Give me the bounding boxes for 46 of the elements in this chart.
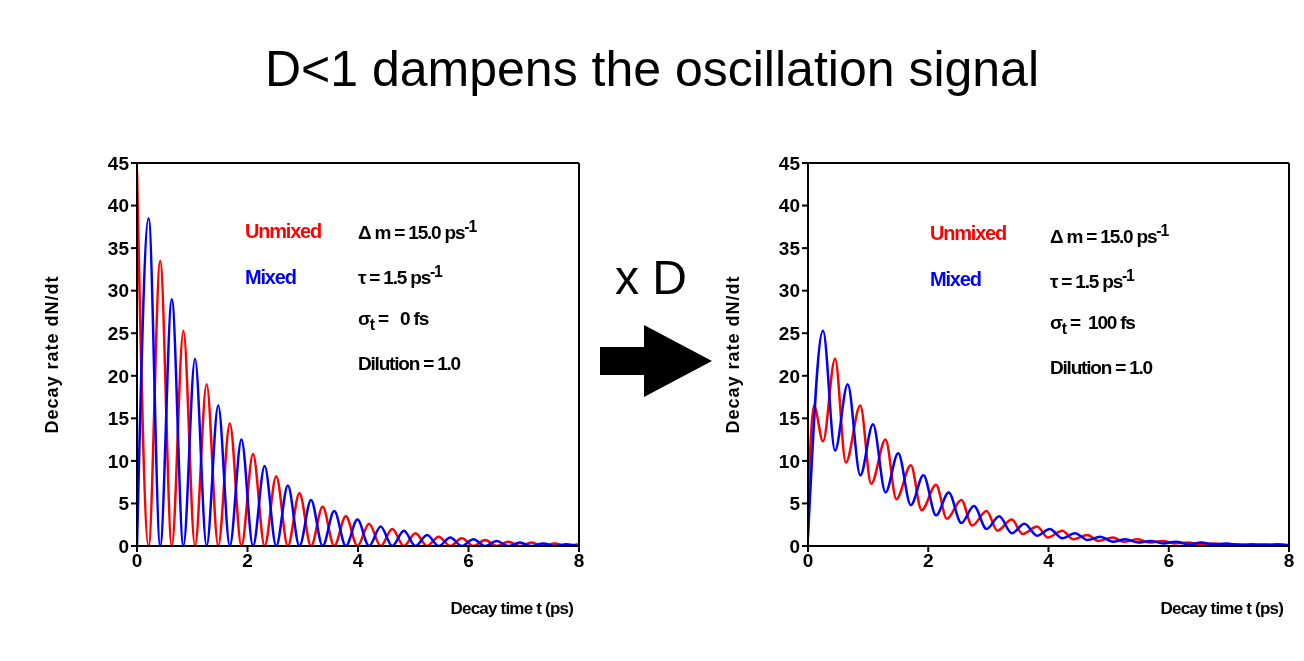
- y-tick-label: 10: [778, 450, 800, 472]
- x-tick-label: 8: [573, 550, 585, 572]
- x-tick-label: 2: [242, 550, 253, 572]
- x-axis-title: Decay time t (ps): [1160, 599, 1284, 618]
- x-axis-title: Decay time t (ps): [450, 599, 574, 618]
- y-tick-label: 30: [107, 280, 129, 302]
- annotation: σ$_{t}$ = 100 fs: [1050, 312, 1136, 339]
- x-tick-label: 6: [463, 550, 474, 572]
- y-tick-label: 5: [789, 493, 801, 515]
- annotation: Δ m = 15.0 ps$^{-1}$: [1050, 222, 1169, 250]
- text: Unmixed: [930, 222, 1007, 246]
- y-tick-label: 0: [118, 535, 129, 557]
- y-tick-label: 40: [778, 195, 800, 217]
- y-tick-label: 45: [778, 152, 801, 174]
- text: Mixed: [245, 266, 297, 290]
- annotation: Dilution = 1.0: [358, 353, 462, 376]
- text: Unmixed: [245, 220, 322, 244]
- y-tick-label: 5: [118, 493, 130, 515]
- y-tick-label: 30: [778, 280, 800, 302]
- x-tick-label: 4: [352, 550, 364, 572]
- y-tick-label: 35: [107, 237, 130, 259]
- y-tick-label: 10: [107, 450, 129, 472]
- y-tick-label: 20: [107, 365, 129, 387]
- y-tick-label: 15: [778, 408, 801, 430]
- y-tick-label: 40: [107, 195, 129, 217]
- y-tick-label: 0: [789, 535, 800, 557]
- y-tick-label: 35: [778, 237, 801, 259]
- annotation: Δ m = 15.0 ps$^{-1}$: [358, 218, 477, 246]
- y-tick-label: 25: [107, 322, 130, 344]
- x-tick-label: 2: [922, 550, 934, 572]
- x-tick-label: 6: [1163, 550, 1175, 572]
- y-tick-label: 45: [107, 152, 130, 174]
- annotation: τ = 1.5 ps$^{-1}$: [1050, 267, 1136, 295]
- text: x D: [615, 250, 687, 305]
- y-tick-label: 15: [107, 408, 130, 430]
- annotation: σ$_{t}$ = 0 fs: [358, 308, 430, 335]
- y-tick-label: 25: [778, 322, 801, 344]
- y-axis-title: Decay rate dN/dt: [723, 275, 744, 434]
- text: Mixed: [930, 268, 982, 292]
- annotation: τ = 1.5 ps$^{-1}$: [358, 263, 444, 291]
- x-tick-label: 8: [1283, 550, 1295, 572]
- chart-title: D<1 dampens the oscillation signal: [263, 40, 1041, 98]
- y-axis-title: Decay rate dN/dt: [42, 275, 63, 434]
- annotation: Dilution = 1.0: [1050, 357, 1154, 380]
- y-tick-label: 20: [778, 365, 800, 387]
- x-tick-label: 4: [1043, 550, 1055, 572]
